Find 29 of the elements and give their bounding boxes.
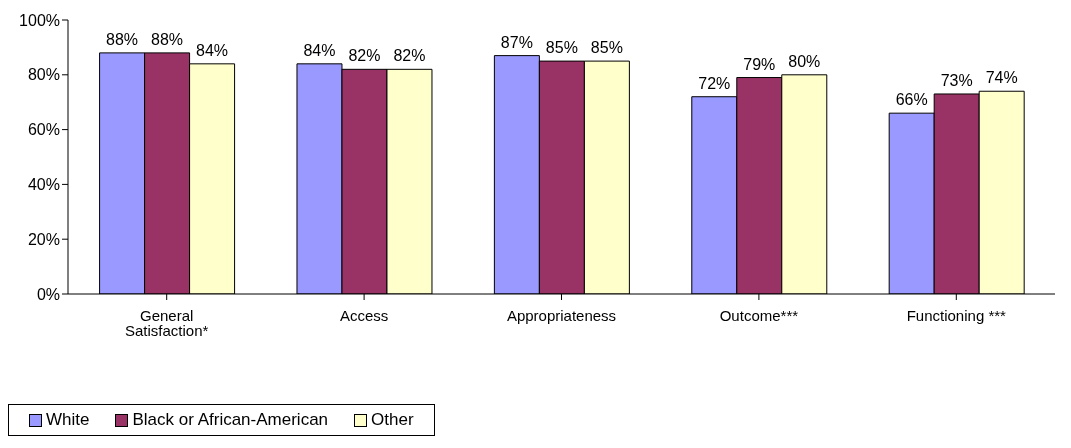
data-label: 80% [788,52,821,70]
data-label: 74% [985,69,1018,87]
y-tick-label: 40% [27,176,60,194]
data-label: 82% [393,47,426,65]
data-label: 72% [698,74,731,92]
y-tick-label: 100% [19,11,60,29]
data-label: 88% [106,30,139,48]
data-label: 87% [500,33,533,51]
x-tick-label: Outcome*** [719,306,799,324]
data-label: 73% [940,71,973,89]
legend-label: White [45,410,90,430]
y-tick-label: 80% [27,66,60,84]
legend-label: Other [370,410,414,430]
data-label: 79% [743,55,776,73]
x-tick-label: Functioning *** [906,306,1007,324]
x-tick-label: Access [339,306,389,324]
data-label: 84% [303,41,336,59]
data-label: 85% [590,39,623,57]
y-tick-label: 0% [36,285,60,303]
data-label: 88% [151,30,184,48]
legend-label: Black or African-American [131,410,329,430]
y-tick-label: 20% [27,230,60,248]
data-label: 66% [895,91,928,109]
x-tick-label: Appropriateness [506,306,617,324]
data-label: 85% [545,39,578,57]
data-label: 82% [348,47,381,65]
data-label: 84% [196,41,229,59]
y-tick-label: 60% [27,121,60,139]
x-tick-label: General Satisfaction* [125,306,209,339]
